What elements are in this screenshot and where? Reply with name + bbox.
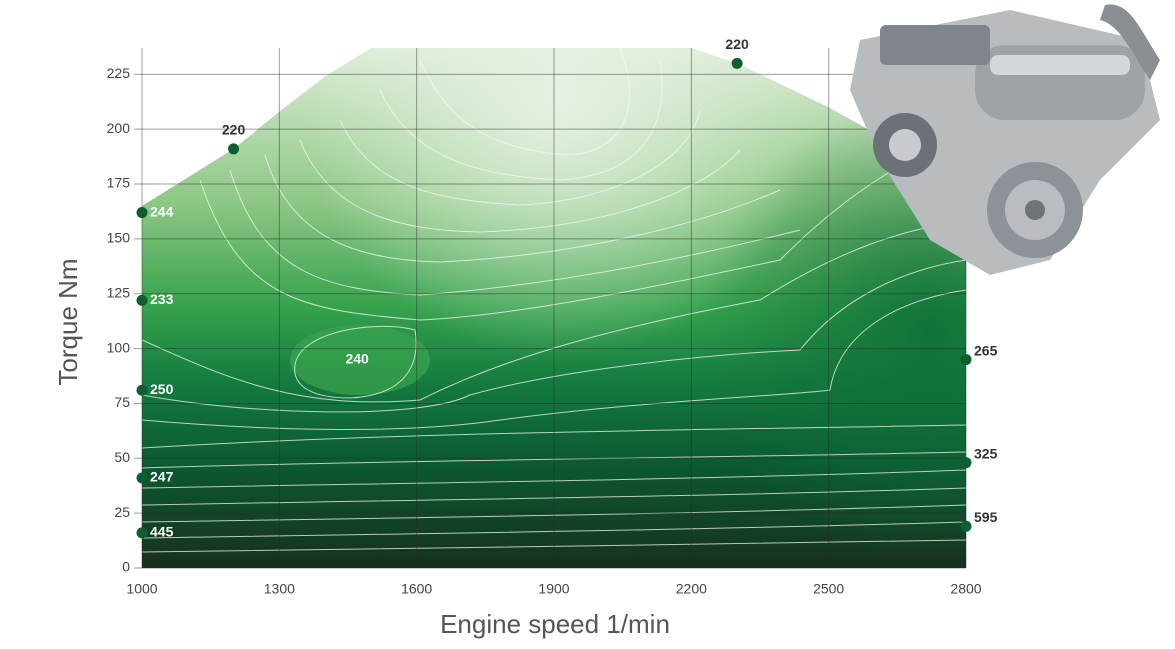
- x-tick-label: 2500: [813, 581, 844, 597]
- point-marker: [136, 472, 148, 484]
- y-tick-label: 175: [107, 175, 131, 191]
- y-tick-label: 125: [107, 284, 131, 300]
- point-label: 265: [974, 342, 998, 358]
- point-label: 595: [974, 509, 998, 525]
- y-tick-label: 200: [107, 120, 131, 136]
- y-tick-label: 50: [114, 449, 130, 465]
- point-marker: [136, 527, 148, 539]
- point-marker: [960, 457, 972, 469]
- y-tick-label: 225: [107, 65, 131, 81]
- x-tick-label: 2200: [676, 581, 707, 597]
- point-marker: [960, 520, 972, 532]
- point-label: 244: [150, 203, 174, 219]
- x-tick-label: 1900: [538, 581, 569, 597]
- point-label: 325: [974, 445, 998, 461]
- contour-field: [142, 48, 966, 568]
- y-tick-label: 0: [122, 559, 130, 575]
- marks: 244 233 250 247 445 220 240 220 265 325 595: [136, 36, 998, 540]
- x-tick-label: 1000: [126, 581, 157, 597]
- point-marker: [136, 294, 148, 306]
- engine-image: [850, 4, 1160, 275]
- point-label: 250: [150, 381, 174, 397]
- point-label: 220: [222, 122, 246, 138]
- point-label: 233: [150, 291, 174, 307]
- point-label: 247: [150, 469, 174, 485]
- point-marker: [136, 207, 148, 219]
- point-marker: [136, 384, 148, 396]
- point-label: 240: [345, 350, 369, 366]
- point-marker: [960, 354, 972, 366]
- point-marker: [228, 143, 240, 155]
- x-axis-title: Engine speed 1/min: [440, 609, 670, 639]
- y-tick-label: 25: [114, 504, 130, 520]
- y-axis-title: Torque Nm: [53, 258, 83, 385]
- point-label: 220: [725, 36, 749, 52]
- y-tick-label: 100: [107, 339, 131, 355]
- y-tick-label: 75: [114, 394, 130, 410]
- y-tick-label: 150: [107, 230, 131, 246]
- x-tick-label: 2800: [950, 581, 981, 597]
- x-tick-label: 1600: [401, 581, 432, 597]
- x-tick-label: 1300: [264, 581, 295, 597]
- point-label: 445: [150, 524, 174, 540]
- point-marker: [731, 57, 743, 69]
